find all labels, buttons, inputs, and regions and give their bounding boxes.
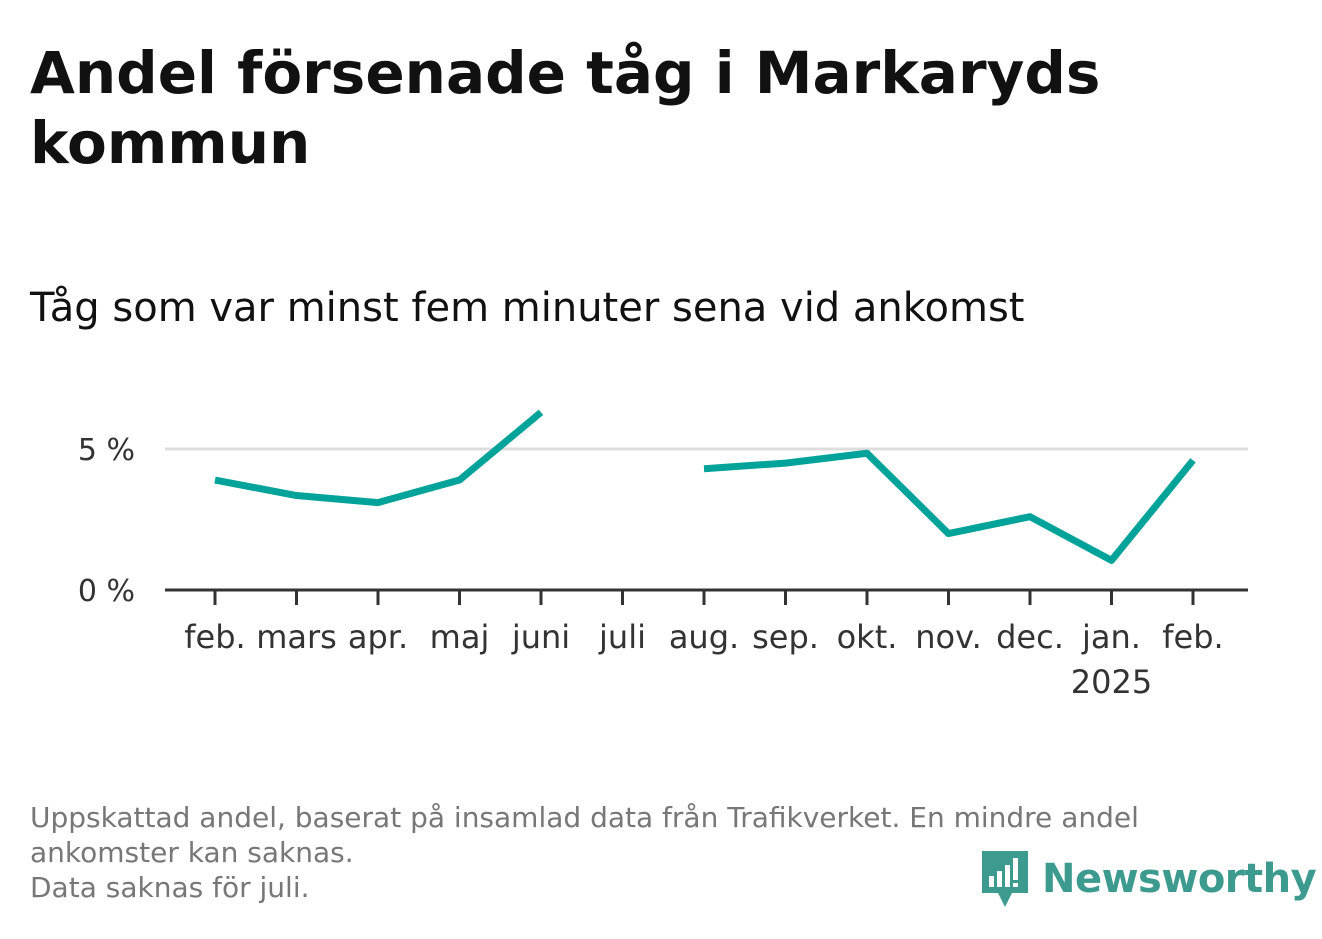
x-tick-label: juni — [511, 618, 570, 656]
line-chart: 0 % 5 % feb. mars apr. maj juni juli aug. sep. okt… — [78, 409, 1248, 701]
y-tick-label: 5 % — [78, 433, 135, 468]
x-tick-label: aug. — [669, 618, 739, 656]
chart-title: Andel försenade tåg i Markaryds kommun — [30, 39, 1101, 177]
newsworthy-logo: Newsworthy — [980, 848, 1317, 910]
footnote-line: ankomster kan saknas. — [30, 836, 354, 869]
x-tick-label: juli — [598, 618, 646, 656]
x-tick-label: okt. — [837, 618, 898, 656]
x-tick-sublabel: 2025 — [1071, 663, 1152, 701]
x-tick-label: apr. — [348, 618, 408, 656]
x-tick-label: jan. — [1081, 618, 1141, 656]
x-tick-label: dec. — [996, 618, 1064, 656]
x-tick-label: nov. — [915, 618, 981, 656]
series-line — [214, 409, 544, 507]
footnote-line: Uppskattad andel, baserat på insamlad da… — [30, 801, 1139, 834]
footnote: Uppskattad andel, baserat på insamlad da… — [30, 800, 1280, 905]
logo-text: Newsworthy — [1042, 856, 1317, 902]
x-tick-label: feb. — [184, 618, 245, 656]
series-line — [703, 449, 1196, 564]
x-tick-label: mars — [256, 618, 337, 656]
series-layer — [214, 409, 1196, 564]
newsworthy-logo-icon — [982, 851, 1028, 907]
x-tick-label: maj — [430, 618, 490, 656]
chart-subtitle: Tåg som var minst fem minuter sena vid a… — [30, 285, 1025, 331]
x-tick-label: sep. — [752, 618, 819, 656]
tick-labels: 0 % 5 % feb. mars apr. maj juni juli aug. sep. okt… — [78, 433, 1224, 701]
x-tick-label: feb. — [1162, 618, 1223, 656]
x-axis — [165, 588, 1248, 605]
footnote-line: Data saknas för juli. — [30, 871, 310, 904]
y-tick-label: 0 % — [78, 574, 135, 609]
